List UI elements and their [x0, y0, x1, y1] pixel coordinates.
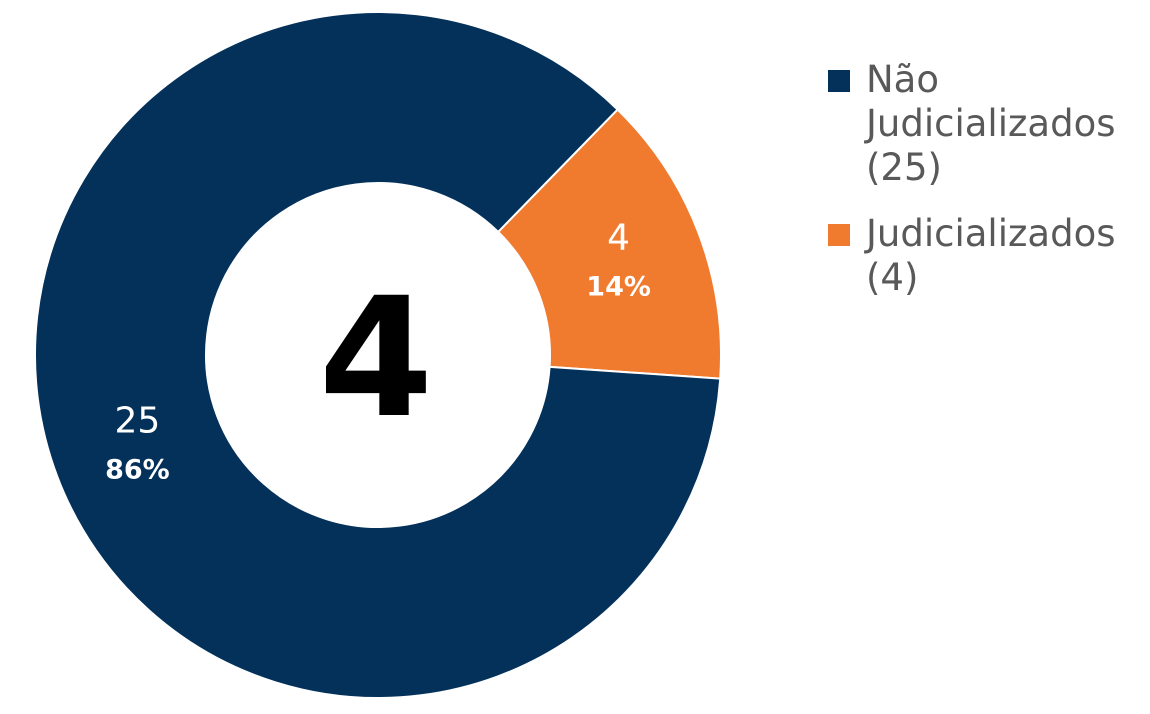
- legend-label: Não Judicializados (25): [866, 58, 1116, 189]
- slice-n-o-judicializados: [34, 11, 722, 699]
- data-label-value: 4: [607, 217, 630, 258]
- legend-swatch: [828, 224, 850, 246]
- slice-judicializados: [496, 108, 722, 380]
- data-label-percent: 86%: [105, 455, 170, 486]
- data-label-percent: 14%: [586, 271, 651, 302]
- donut-chart: 4 14% 25 86% 4: [34, 11, 722, 699]
- legend-swatch: [828, 70, 850, 92]
- legend-item-nao-judicializados: Não Judicializados (25): [828, 58, 1148, 190]
- legend-label: Judicializados (4): [866, 212, 1116, 299]
- center-label: 4: [319, 262, 434, 454]
- data-label-value: 25: [114, 401, 160, 442]
- legend-item-judicializados: Judicializados (4): [828, 212, 1148, 300]
- legend: Não Judicializados (25) Judicializados (…: [828, 58, 1148, 322]
